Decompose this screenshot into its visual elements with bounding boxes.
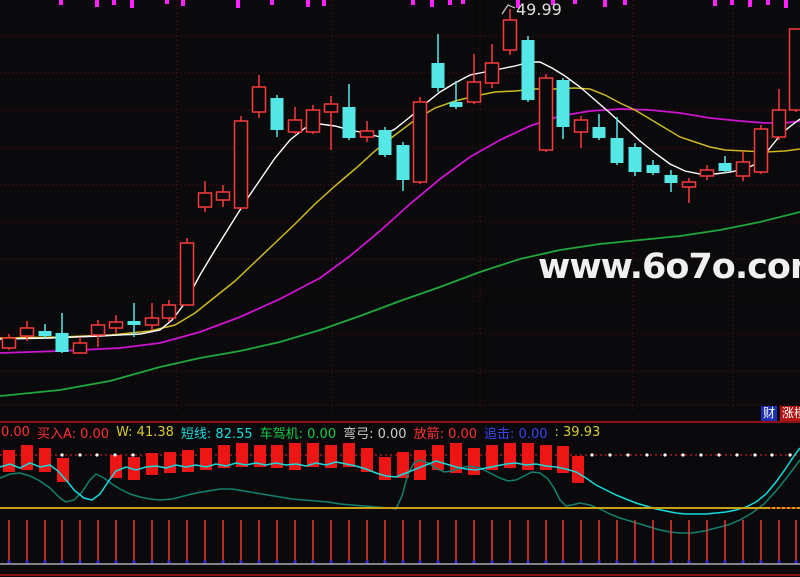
indicator-token: 车驾机: 0.00	[259, 426, 337, 442]
indicator-token: 追击: 0.00	[484, 426, 548, 442]
corner-tag[interactable]: 涨楼	[780, 406, 800, 421]
indicator-token: 买入A: 0.00	[36, 426, 110, 442]
indicator-token: 弯弓: 0.00	[343, 426, 407, 442]
indicator-token: 放箭: 0.00	[413, 426, 478, 442]
watermark: www.6o7o.com	[538, 247, 800, 287]
corner-tag[interactable]: 财	[761, 406, 778, 421]
indicator-token: 短线: 82.55	[180, 426, 253, 442]
indicator-token: W: 41.38	[116, 424, 174, 440]
indicator-value-row: 0.00 买入A: 0.00 W: 41.38 短线: 82.55 车驾机: 0.00 弯…	[1, 424, 601, 442]
indicator-token: : 39.93	[554, 424, 601, 440]
corner-tag-row: 财涨楼	[761, 406, 800, 421]
indicator-token: 0.00	[1, 424, 30, 440]
peak-price-label: 49.99	[516, 0, 562, 19]
